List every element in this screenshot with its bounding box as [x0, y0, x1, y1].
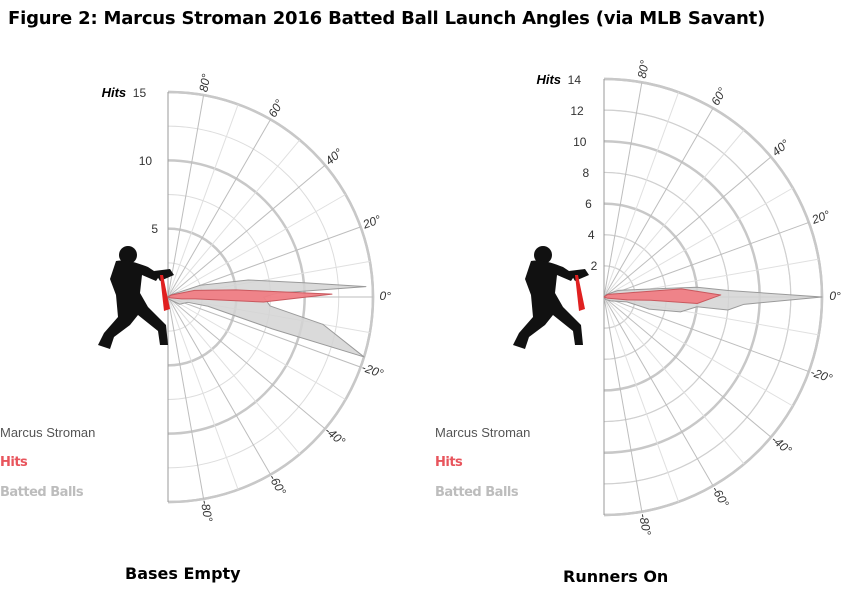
- radial-tick-label: 12: [570, 104, 584, 118]
- grid-spoke: [603, 91, 680, 298]
- radial-tick-label: 2: [591, 259, 598, 273]
- grid-spoke: [167, 104, 239, 298]
- grid-spoke: [603, 296, 643, 512]
- radial-tick-label: 10: [139, 154, 153, 168]
- grid-spoke: [167, 296, 326, 430]
- angle-tick-label: 20°: [360, 212, 383, 232]
- grid-spoke: [603, 82, 643, 298]
- radial-tick-label: 4: [588, 228, 595, 242]
- legend-batted-balls: Batted Balls: [435, 485, 519, 500]
- batter-silhouette-icon: [98, 246, 174, 349]
- radial-tick-label: 8: [582, 166, 589, 180]
- batter-arms: [569, 269, 589, 281]
- batter-head: [534, 246, 552, 264]
- bat-icon: [160, 275, 170, 311]
- angle-tick-label: 80°: [635, 59, 652, 79]
- angle-tick-label: 80°: [196, 73, 213, 93]
- legend-player: Marcus Stroman: [0, 425, 96, 440]
- batter-body: [513, 260, 583, 349]
- grid-spoke: [603, 107, 714, 298]
- radar-panel-runners-on: 80°60°40°20°0°-20°-40°-60°-80°2468101214…: [513, 59, 841, 537]
- grid-spoke: [167, 296, 346, 400]
- radial-tick-label: 14: [568, 73, 582, 87]
- batter-head: [119, 246, 137, 264]
- angle-tick-label: -60°: [266, 472, 289, 498]
- caption-runners-on: Runners On: [563, 567, 669, 586]
- series-hits-area: [167, 289, 333, 303]
- grid-spoke: [603, 296, 714, 487]
- angle-tick-label: 60°: [265, 97, 286, 120]
- angle-tick-label: 0°: [829, 289, 841, 303]
- grid-spoke: [167, 296, 271, 475]
- grid-spoke: [603, 296, 772, 438]
- radial-axis-title: Hits: [536, 72, 561, 87]
- grid-spoke: [167, 119, 271, 298]
- legend-right: Marcus Stroman Hits Batted Balls: [435, 418, 530, 508]
- grid-spoke: [603, 129, 745, 298]
- radial-tick-label: 6: [585, 197, 592, 211]
- batter-body: [98, 260, 168, 349]
- grid-spoke: [167, 296, 239, 490]
- grid-spoke: [167, 194, 346, 298]
- radial-tick-label: 5: [151, 222, 158, 236]
- angle-tick-label: 20°: [809, 207, 832, 227]
- legend-batted-balls: Batted Balls: [0, 485, 84, 500]
- grid-spoke: [167, 296, 205, 499]
- grid-spoke: [603, 296, 680, 503]
- legend-left: Marcus Stroman Hits Batted Balls: [0, 418, 95, 508]
- batter-arms: [154, 269, 174, 281]
- series-hits-area: [603, 288, 722, 305]
- angle-tick-label: -80°: [636, 512, 654, 536]
- angle-tick-label: -80°: [198, 499, 216, 523]
- legend-hits: Hits: [0, 455, 28, 470]
- batter-silhouette-icon: [513, 246, 589, 349]
- grid-spoke: [167, 139, 301, 298]
- grid-spoke: [167, 296, 301, 455]
- angle-tick-label: 0°: [380, 289, 392, 303]
- angle-tick-label: -20°: [360, 360, 386, 381]
- grid-spoke: [603, 156, 772, 298]
- grid-spoke: [167, 95, 205, 298]
- legend-hits: Hits: [435, 455, 463, 470]
- angle-tick-label: -20°: [809, 365, 835, 386]
- angle-tick-label: -60°: [709, 484, 732, 510]
- radial-tick-label: 15: [133, 86, 147, 100]
- angle-tick-label: 60°: [708, 85, 729, 108]
- figure-title: Figure 2: Marcus Stroman 2016 Batted Bal…: [8, 8, 766, 29]
- legend-player: Marcus Stroman: [435, 425, 531, 440]
- grid-spoke: [603, 187, 794, 298]
- bat-icon: [575, 275, 585, 311]
- grid-spoke: [167, 296, 361, 368]
- caption-bases-empty: Bases Empty: [125, 564, 241, 583]
- angle-tick-label: 40°: [769, 137, 792, 160]
- grid-spoke: [603, 296, 810, 373]
- grid-spoke: [603, 221, 810, 298]
- grid-spoke: [603, 296, 794, 407]
- grid-spoke: [603, 296, 745, 465]
- grid-spoke: [167, 164, 326, 298]
- radial-axis-title: Hits: [102, 85, 127, 100]
- radial-tick-label: 10: [573, 135, 587, 149]
